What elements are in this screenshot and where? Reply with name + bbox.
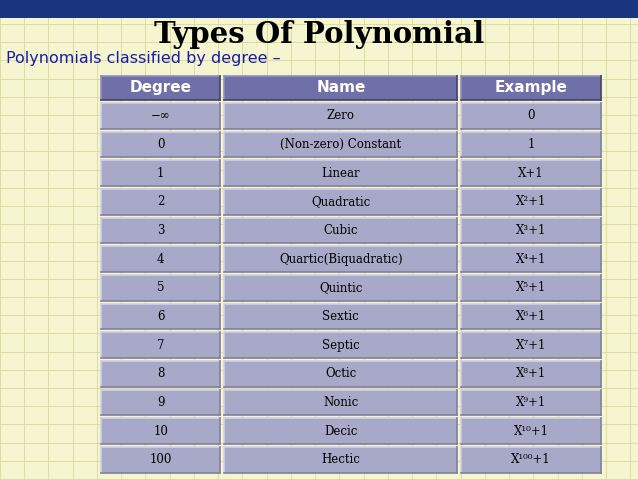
Bar — [225, 447, 457, 473]
Bar — [461, 389, 601, 415]
Bar — [225, 76, 457, 100]
Text: X+1: X+1 — [518, 167, 544, 180]
Bar — [225, 189, 457, 215]
Text: X⁷+1: X⁷+1 — [516, 339, 546, 352]
Text: −∞: −∞ — [151, 109, 170, 122]
Bar — [461, 103, 601, 129]
Bar — [101, 189, 221, 215]
Text: 7: 7 — [157, 339, 165, 352]
Text: Decic: Decic — [324, 425, 357, 438]
Bar — [225, 217, 457, 243]
Text: X¹⁰⁰+1: X¹⁰⁰+1 — [511, 453, 551, 467]
Text: Quartic(Biquadratic): Quartic(Biquadratic) — [279, 252, 403, 266]
Bar — [101, 304, 221, 330]
Bar — [101, 418, 221, 444]
Text: Polynomials classified by degree –: Polynomials classified by degree – — [6, 51, 281, 67]
Bar — [461, 447, 601, 473]
Text: 9: 9 — [157, 396, 165, 409]
Bar — [461, 275, 601, 301]
Text: 8: 8 — [157, 367, 165, 380]
Text: X⁶+1: X⁶+1 — [516, 310, 546, 323]
Text: X⁴+1: X⁴+1 — [516, 252, 546, 266]
Text: Name: Name — [316, 80, 366, 95]
Text: 3: 3 — [157, 224, 165, 237]
Bar — [101, 389, 221, 415]
Bar — [101, 76, 221, 100]
Text: Types Of Polynomial: Types Of Polynomial — [154, 20, 484, 49]
Text: Degree: Degree — [130, 80, 191, 95]
Bar — [225, 103, 457, 129]
Text: Example: Example — [494, 80, 568, 95]
Text: Quintic: Quintic — [319, 281, 362, 294]
Bar — [225, 332, 457, 358]
Bar — [461, 418, 601, 444]
Text: Linear: Linear — [322, 167, 360, 180]
Text: 0: 0 — [157, 138, 165, 151]
Text: X⁸+1: X⁸+1 — [516, 367, 546, 380]
Bar — [225, 132, 457, 158]
Bar — [101, 132, 221, 158]
Bar — [461, 246, 601, 272]
Text: 5: 5 — [157, 281, 165, 294]
Text: Sextic: Sextic — [322, 310, 359, 323]
Bar — [101, 246, 221, 272]
Text: X⁵+1: X⁵+1 — [516, 281, 546, 294]
Text: X³+1: X³+1 — [516, 224, 546, 237]
Bar — [101, 275, 221, 301]
Text: 100: 100 — [149, 453, 172, 467]
Bar — [225, 361, 457, 387]
Bar — [101, 361, 221, 387]
Bar — [461, 217, 601, 243]
Bar — [101, 217, 221, 243]
Bar — [461, 361, 601, 387]
Text: X²+1: X²+1 — [516, 195, 546, 208]
Bar — [225, 304, 457, 330]
Bar — [225, 418, 457, 444]
Bar — [225, 389, 457, 415]
Text: Quadratic: Quadratic — [311, 195, 371, 208]
Text: X¹⁰+1: X¹⁰+1 — [514, 425, 549, 438]
Bar — [225, 275, 457, 301]
Bar — [101, 160, 221, 186]
Bar — [461, 132, 601, 158]
Bar — [461, 76, 601, 100]
Text: 1: 1 — [528, 138, 535, 151]
Bar — [0, 0, 638, 18]
Text: 1: 1 — [157, 167, 165, 180]
Text: Septic: Septic — [322, 339, 360, 352]
Bar — [461, 332, 601, 358]
Text: (Non-zero) Constant: (Non-zero) Constant — [280, 138, 401, 151]
Text: 4: 4 — [157, 252, 165, 266]
Bar — [461, 304, 601, 330]
Text: 2: 2 — [157, 195, 165, 208]
Text: Zero: Zero — [327, 109, 355, 122]
Bar — [225, 160, 457, 186]
Text: 0: 0 — [528, 109, 535, 122]
Text: Hectic: Hectic — [322, 453, 360, 467]
Bar — [225, 246, 457, 272]
Text: Cubic: Cubic — [323, 224, 358, 237]
Bar — [101, 103, 221, 129]
Text: X⁹+1: X⁹+1 — [516, 396, 546, 409]
Bar — [101, 447, 221, 473]
Text: Nonic: Nonic — [323, 396, 359, 409]
Bar — [101, 332, 221, 358]
Bar — [461, 160, 601, 186]
Text: 10: 10 — [153, 425, 168, 438]
Text: 6: 6 — [157, 310, 165, 323]
Bar — [461, 189, 601, 215]
Text: Octic: Octic — [325, 367, 357, 380]
